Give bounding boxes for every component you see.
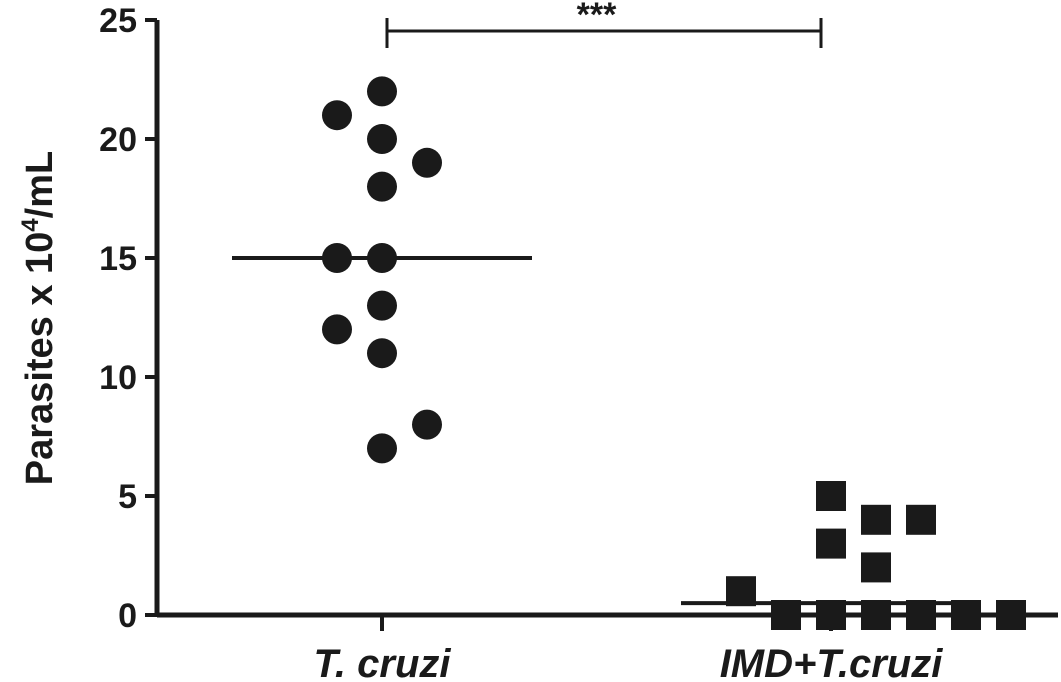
significance-bracket: *** bbox=[385, 0, 823, 48]
x-category-label: IMD+T.cruzi bbox=[720, 642, 944, 682]
data-point-circle bbox=[367, 76, 397, 107]
data-point-circle bbox=[367, 124, 397, 154]
data-point-square bbox=[816, 528, 846, 559]
data-point-circle bbox=[367, 290, 397, 321]
data-point-square bbox=[816, 481, 846, 511]
y-axis-label-superscript: 4 bbox=[17, 218, 44, 232]
data-point-square bbox=[861, 552, 891, 583]
data-point-square bbox=[996, 600, 1026, 630]
data-point-circle bbox=[367, 171, 397, 202]
y-axis-label: Parasites x 104/mL bbox=[17, 151, 61, 485]
y-ticks: 0 5 10 15 20 25 bbox=[99, 2, 157, 635]
x-categories: T. cruzi IMD+T.cruzi bbox=[313, 615, 943, 682]
data-point-circle bbox=[322, 100, 352, 131]
data-point-circle bbox=[367, 433, 397, 464]
data-point-square bbox=[861, 504, 891, 535]
data-point-circle bbox=[412, 147, 442, 178]
y-axis-label-unit: /mL bbox=[19, 151, 61, 219]
significance-stars: *** bbox=[577, 0, 617, 34]
y-axis-label-main: Parasites x 10 bbox=[19, 232, 61, 486]
y-tick-label: 25 bbox=[99, 2, 137, 40]
y-tick-label: 10 bbox=[99, 359, 137, 397]
data-point-circle bbox=[322, 314, 352, 345]
x-category-label: T. cruzi bbox=[313, 642, 451, 682]
y-tick-label: 15 bbox=[99, 240, 137, 278]
y-tick-label: 20 bbox=[99, 121, 137, 159]
median-lines bbox=[232, 256, 981, 606]
data-point-circle bbox=[412, 409, 442, 440]
y-tick-label: 5 bbox=[118, 478, 137, 516]
data-point-square bbox=[906, 504, 936, 535]
y-tick-label: 0 bbox=[118, 597, 137, 635]
data-point-circle bbox=[367, 338, 397, 369]
data-points bbox=[322, 76, 1026, 630]
